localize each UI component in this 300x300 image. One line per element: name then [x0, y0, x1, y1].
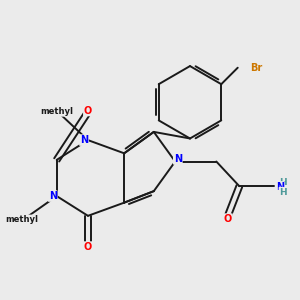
Text: N: N [276, 182, 284, 192]
Text: N: N [80, 135, 88, 145]
Text: H: H [279, 188, 287, 196]
Text: methyl: methyl [40, 107, 73, 116]
Text: methyl: methyl [6, 215, 39, 224]
Text: N: N [174, 154, 182, 164]
Text: O: O [84, 106, 92, 116]
Text: O: O [224, 214, 232, 224]
Text: O: O [84, 242, 92, 252]
Text: Br: Br [250, 63, 262, 73]
Text: H: H [279, 178, 287, 187]
Text: N: N [49, 191, 57, 201]
